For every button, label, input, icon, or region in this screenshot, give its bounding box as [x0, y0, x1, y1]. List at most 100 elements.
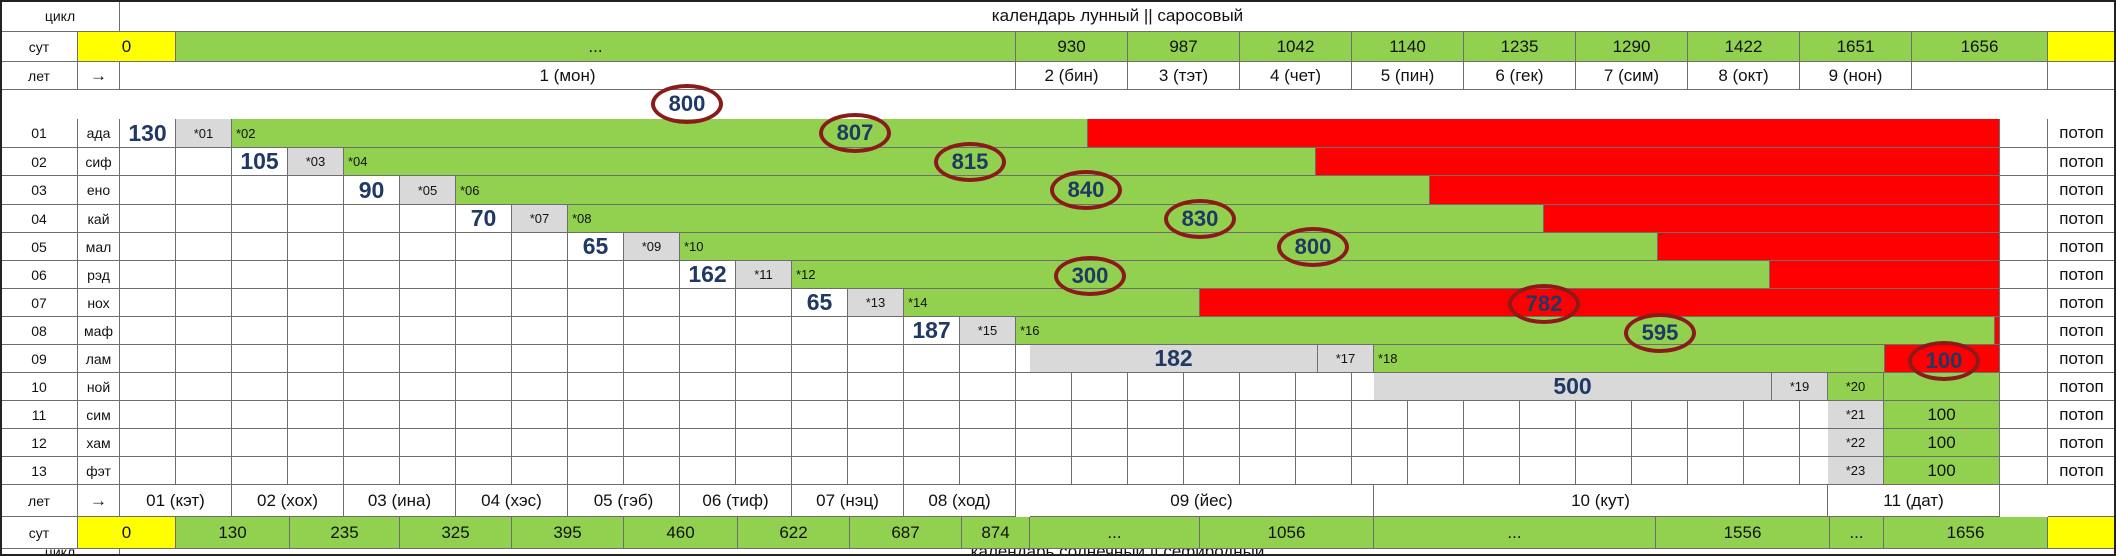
grid-cell	[176, 457, 232, 485]
grid-cell	[1296, 373, 1352, 401]
grid-cell	[568, 401, 624, 429]
month-header: 5 (пин)	[1352, 62, 1464, 90]
row-name: сиф	[78, 148, 120, 176]
grid-cell	[120, 205, 176, 233]
tag: *20	[1828, 373, 1884, 401]
grid-cell	[1576, 429, 1632, 457]
grid-cell	[1240, 429, 1296, 457]
grid-cell	[232, 289, 288, 317]
sut-label: сут	[0, 32, 78, 62]
period: 06 (тиф)	[680, 485, 792, 517]
flood-label: потоп	[2048, 233, 2116, 261]
life-bar: *12	[792, 261, 1770, 289]
years-value: 130	[120, 119, 176, 148]
month-header: 7 (сим)	[1576, 62, 1688, 90]
sut-value: 395	[512, 517, 624, 549]
sut-value: ...	[1374, 517, 1656, 549]
grid-cell	[568, 429, 624, 457]
circled-value: 100	[1908, 341, 1980, 381]
grid-cell	[288, 401, 344, 429]
flood-label: потоп	[2048, 261, 2116, 289]
row-number: 07	[0, 289, 78, 317]
sut-value: 460	[624, 517, 738, 549]
row-name: рэд	[78, 261, 120, 289]
grid-cell	[512, 457, 568, 485]
grid-cell	[232, 233, 288, 261]
sut-value: 1042	[1240, 32, 1352, 62]
grid-cell	[512, 345, 568, 373]
years-value: 65	[568, 233, 624, 261]
sut-value: 987	[1128, 32, 1240, 62]
tag: *23	[1828, 457, 1884, 485]
grid-cell	[680, 289, 736, 317]
grid-cell	[400, 401, 456, 429]
grid-cell	[344, 205, 400, 233]
grid-cell	[680, 401, 736, 429]
grid-cell	[904, 429, 960, 457]
grid-cell	[624, 261, 680, 289]
years-value: 65	[792, 289, 848, 317]
flood-label: потоп	[2048, 429, 2116, 457]
grid-cell	[288, 176, 344, 205]
grid-cell	[960, 401, 1016, 429]
grid-cell	[736, 289, 792, 317]
grid-cell	[568, 345, 624, 373]
period: 09 (йес)	[1030, 485, 1374, 517]
sut-value: 1556	[1656, 517, 1830, 549]
tag: *03	[288, 148, 344, 176]
month-header: 1 (мон)	[120, 62, 1016, 90]
grid-cell	[120, 373, 176, 401]
tag: *05	[400, 176, 456, 205]
grid-cell	[512, 317, 568, 345]
grid-cell	[792, 429, 848, 457]
grid-cell	[456, 261, 512, 289]
grid-cell	[1072, 429, 1128, 457]
grid-cell	[120, 233, 176, 261]
red-bar	[1088, 119, 2000, 148]
grid-cell	[512, 401, 568, 429]
grid-cell	[456, 345, 512, 373]
grid-cell	[288, 345, 344, 373]
grid-cell	[288, 317, 344, 345]
grid-cell	[680, 429, 736, 457]
row-number: 03	[0, 176, 78, 205]
period: 07 (нэц)	[792, 485, 904, 517]
row-number: 10	[0, 373, 78, 401]
cycle-label: цикл	[0, 0, 120, 32]
grid-cell	[568, 457, 624, 485]
red-bar	[1995, 317, 2000, 345]
grid-cell	[512, 261, 568, 289]
grid-cell	[120, 457, 176, 485]
month-header	[1912, 62, 2048, 90]
sut-value: ...	[1030, 517, 1200, 549]
grid-cell	[456, 289, 512, 317]
red-bar	[1200, 289, 2000, 317]
life-bar: *02	[232, 119, 1088, 148]
period: 01 (кэт)	[120, 485, 232, 517]
row-name: ада	[78, 119, 120, 148]
grid-cell	[176, 176, 232, 205]
flood-label: потоп	[2048, 345, 2116, 373]
grid-cell	[288, 261, 344, 289]
grid-cell	[232, 345, 288, 373]
years-label: лет	[0, 485, 78, 517]
life-bar: *04	[344, 148, 1316, 176]
grid-cell	[792, 345, 848, 373]
grid-cell	[456, 373, 512, 401]
row-number: 12	[0, 429, 78, 457]
grid-cell	[1352, 429, 1408, 457]
period: 08 (ход)	[904, 485, 1016, 517]
grid-cell	[1464, 401, 1520, 429]
sut-value: ...	[1830, 517, 1884, 549]
row-number: 09	[0, 345, 78, 373]
grid-cell	[680, 345, 736, 373]
sut-value: 1056	[1200, 517, 1374, 549]
sut-value: 687	[850, 517, 962, 549]
grid-cell	[176, 261, 232, 289]
years-value: 100	[1884, 429, 2000, 457]
row-name: кай	[78, 205, 120, 233]
grid-cell	[848, 401, 904, 429]
grid-cell	[736, 373, 792, 401]
grid-cell	[232, 401, 288, 429]
grid-cell	[344, 261, 400, 289]
